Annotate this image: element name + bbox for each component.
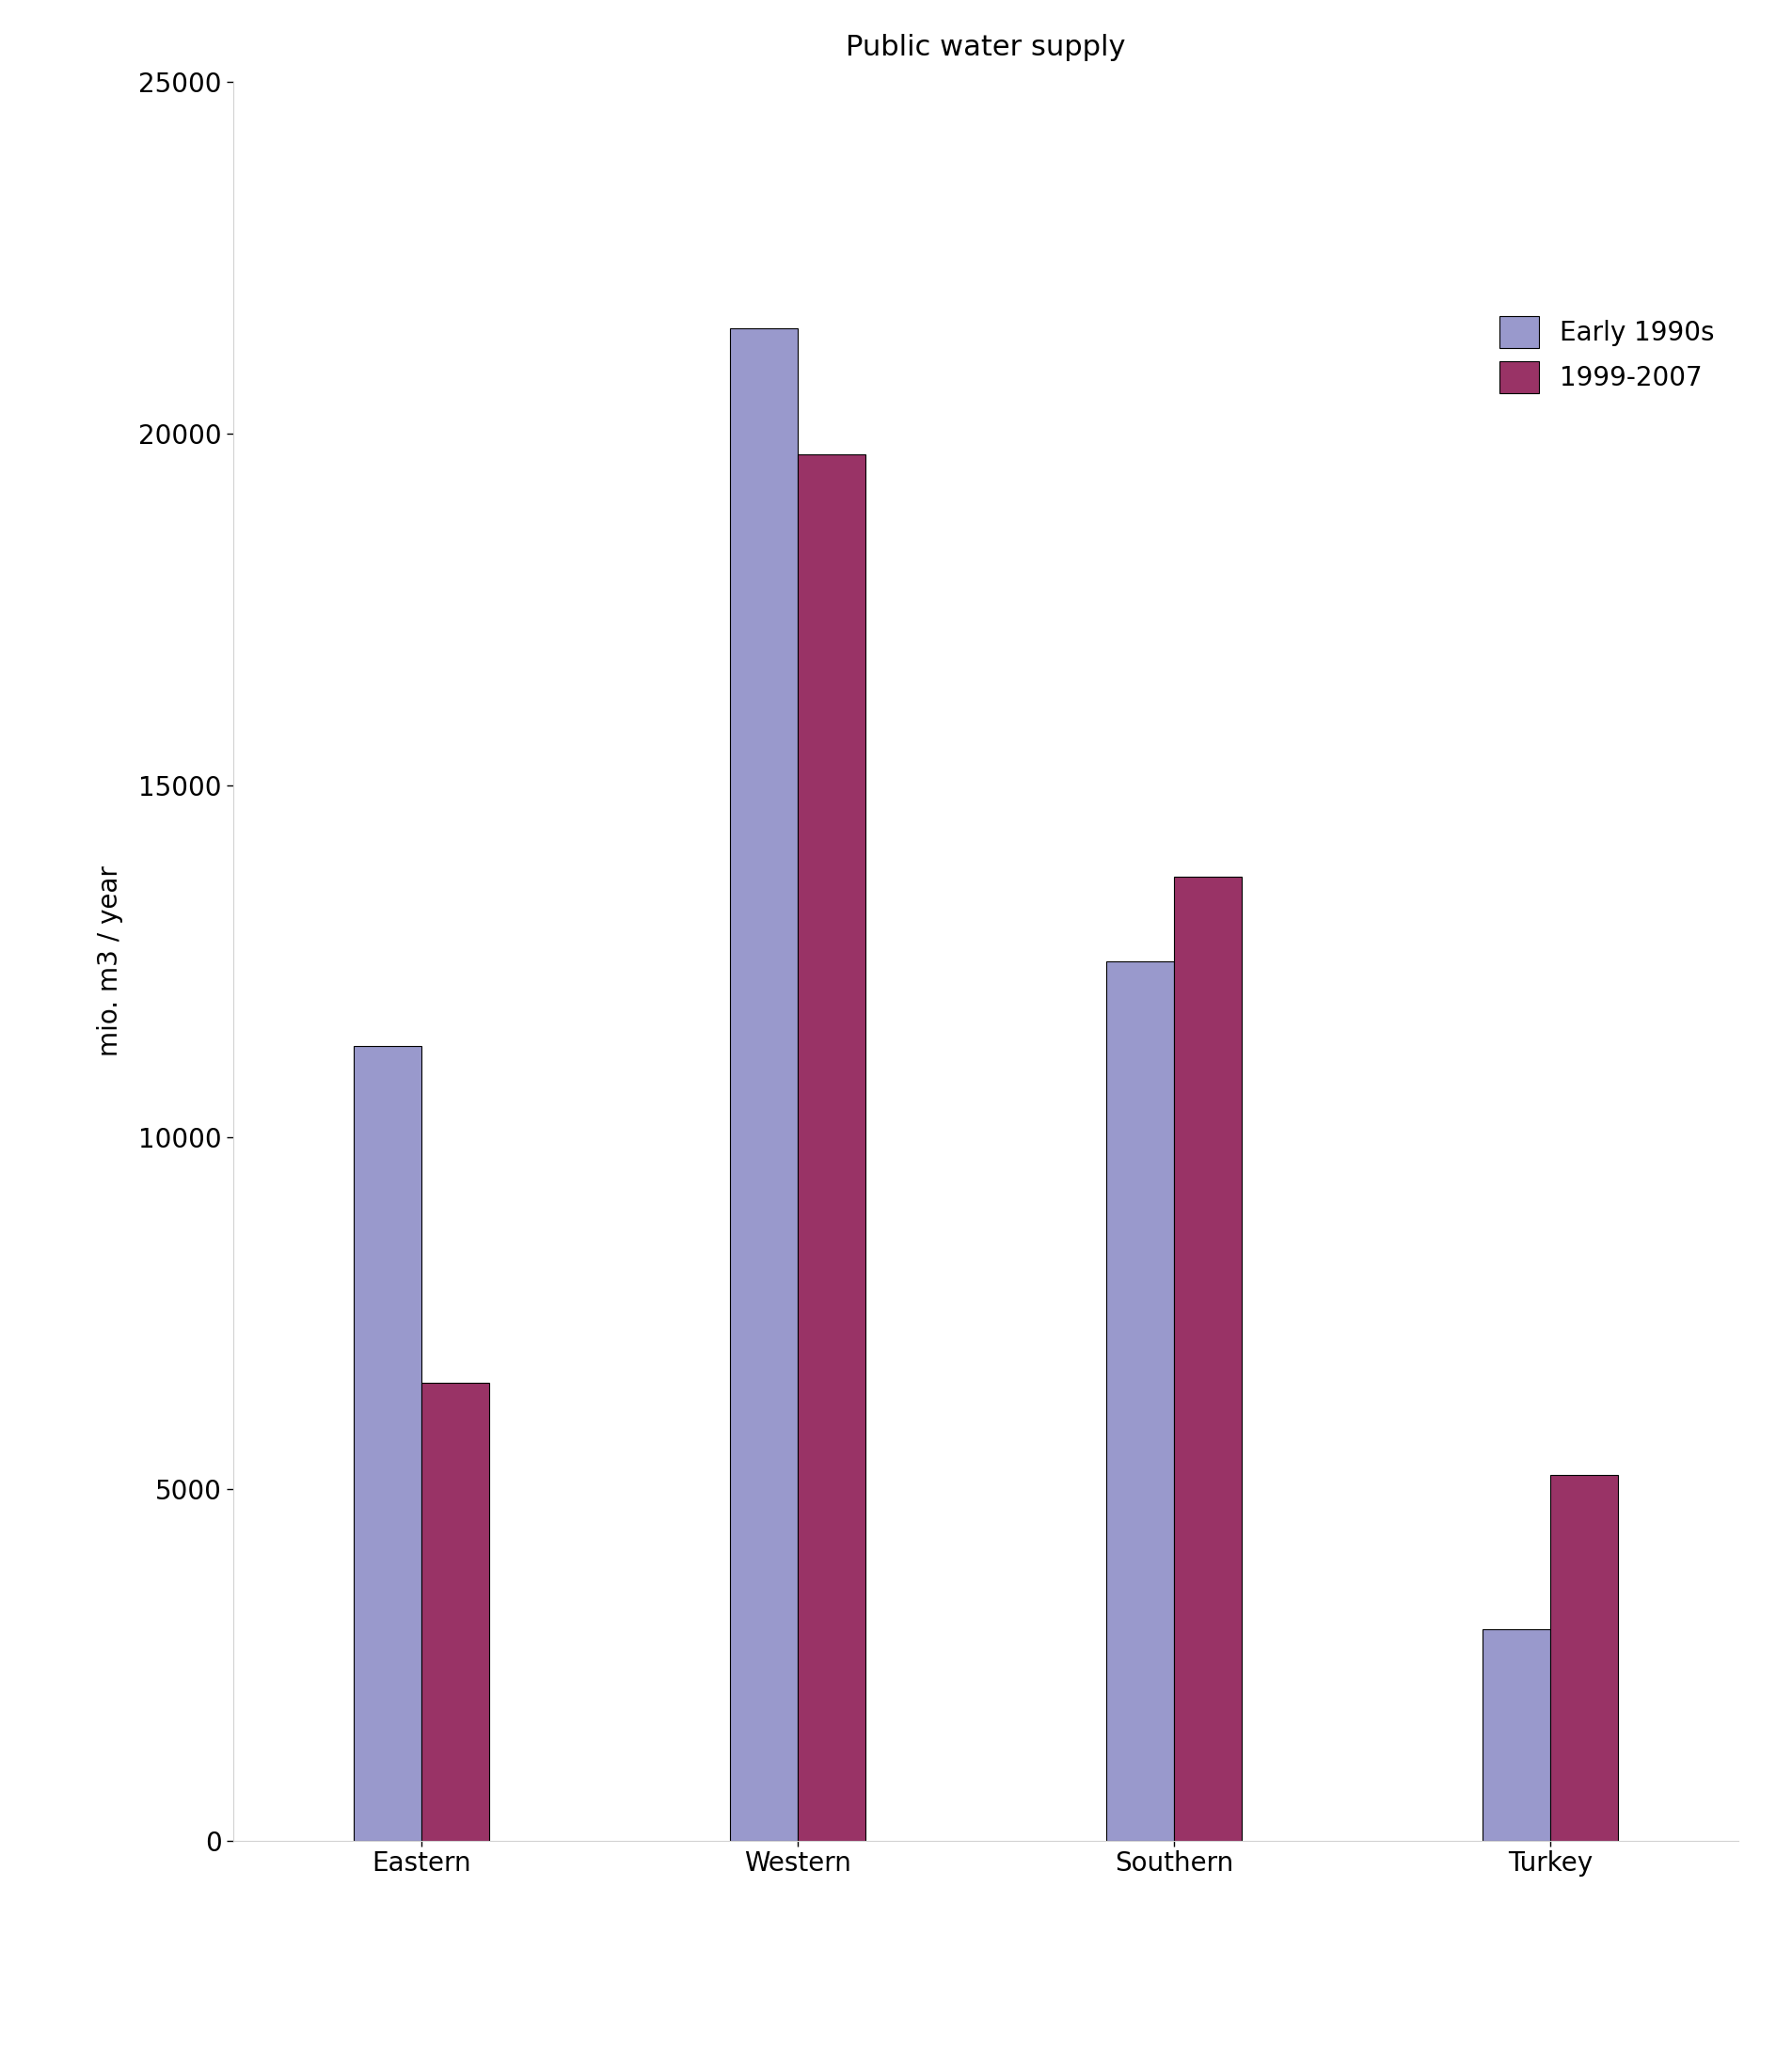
Bar <box>1482 1630 1550 1840</box>
Bar <box>1106 961 1174 1840</box>
Bar <box>1174 877 1242 1840</box>
Title: Public water supply: Public water supply <box>846 35 1125 61</box>
Bar <box>797 454 866 1840</box>
Y-axis label: mio. m3 / year: mio. m3 / year <box>97 865 124 1057</box>
Legend: Early 1990s, 1999-2007: Early 1990s, 1999-2007 <box>1489 307 1726 403</box>
Bar <box>421 1382 489 1840</box>
Bar <box>729 327 797 1840</box>
Bar <box>1550 1474 1618 1840</box>
Bar <box>353 1045 421 1840</box>
